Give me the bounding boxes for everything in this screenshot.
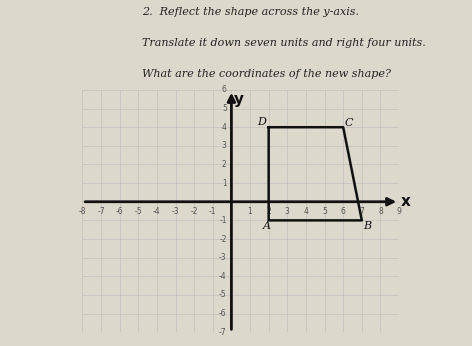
Text: C: C	[345, 118, 353, 128]
Text: 2: 2	[266, 207, 271, 216]
Text: -4: -4	[219, 272, 227, 281]
Text: -5: -5	[135, 207, 142, 216]
Text: D: D	[257, 117, 266, 127]
Text: 1: 1	[222, 179, 227, 188]
Text: -7: -7	[97, 207, 105, 216]
Text: 3: 3	[285, 207, 290, 216]
Text: -4: -4	[153, 207, 160, 216]
Text: A: A	[263, 221, 271, 231]
Text: -6: -6	[116, 207, 124, 216]
Text: 6: 6	[341, 207, 346, 216]
Text: -3: -3	[172, 207, 179, 216]
Text: -2: -2	[219, 235, 227, 244]
Text: 4: 4	[222, 123, 227, 132]
Text: 5: 5	[222, 104, 227, 113]
Text: -3: -3	[219, 253, 227, 262]
Text: 8: 8	[378, 207, 383, 216]
Text: Translate it down seven units and right four units.: Translate it down seven units and right …	[142, 38, 425, 48]
Text: -1: -1	[219, 216, 227, 225]
Text: 7: 7	[359, 207, 364, 216]
Text: 2: 2	[222, 160, 227, 169]
Text: What are the coordinates of the new shape?: What are the coordinates of the new shap…	[142, 69, 391, 79]
Text: 4: 4	[303, 207, 308, 216]
Text: -6: -6	[219, 309, 227, 318]
Text: x: x	[401, 194, 411, 209]
Text: 3: 3	[222, 142, 227, 151]
Text: -5: -5	[219, 290, 227, 299]
Text: B: B	[363, 221, 371, 231]
Text: 6: 6	[222, 85, 227, 94]
Text: 9: 9	[396, 207, 402, 216]
Text: -8: -8	[79, 207, 86, 216]
Text: 2.  Reflect the shape across the y-axis.: 2. Reflect the shape across the y-axis.	[142, 7, 359, 17]
Text: -2: -2	[190, 207, 198, 216]
Text: 5: 5	[322, 207, 327, 216]
Text: -7: -7	[219, 328, 227, 337]
Text: -1: -1	[209, 207, 217, 216]
Text: y: y	[234, 92, 244, 107]
Text: 1: 1	[248, 207, 253, 216]
